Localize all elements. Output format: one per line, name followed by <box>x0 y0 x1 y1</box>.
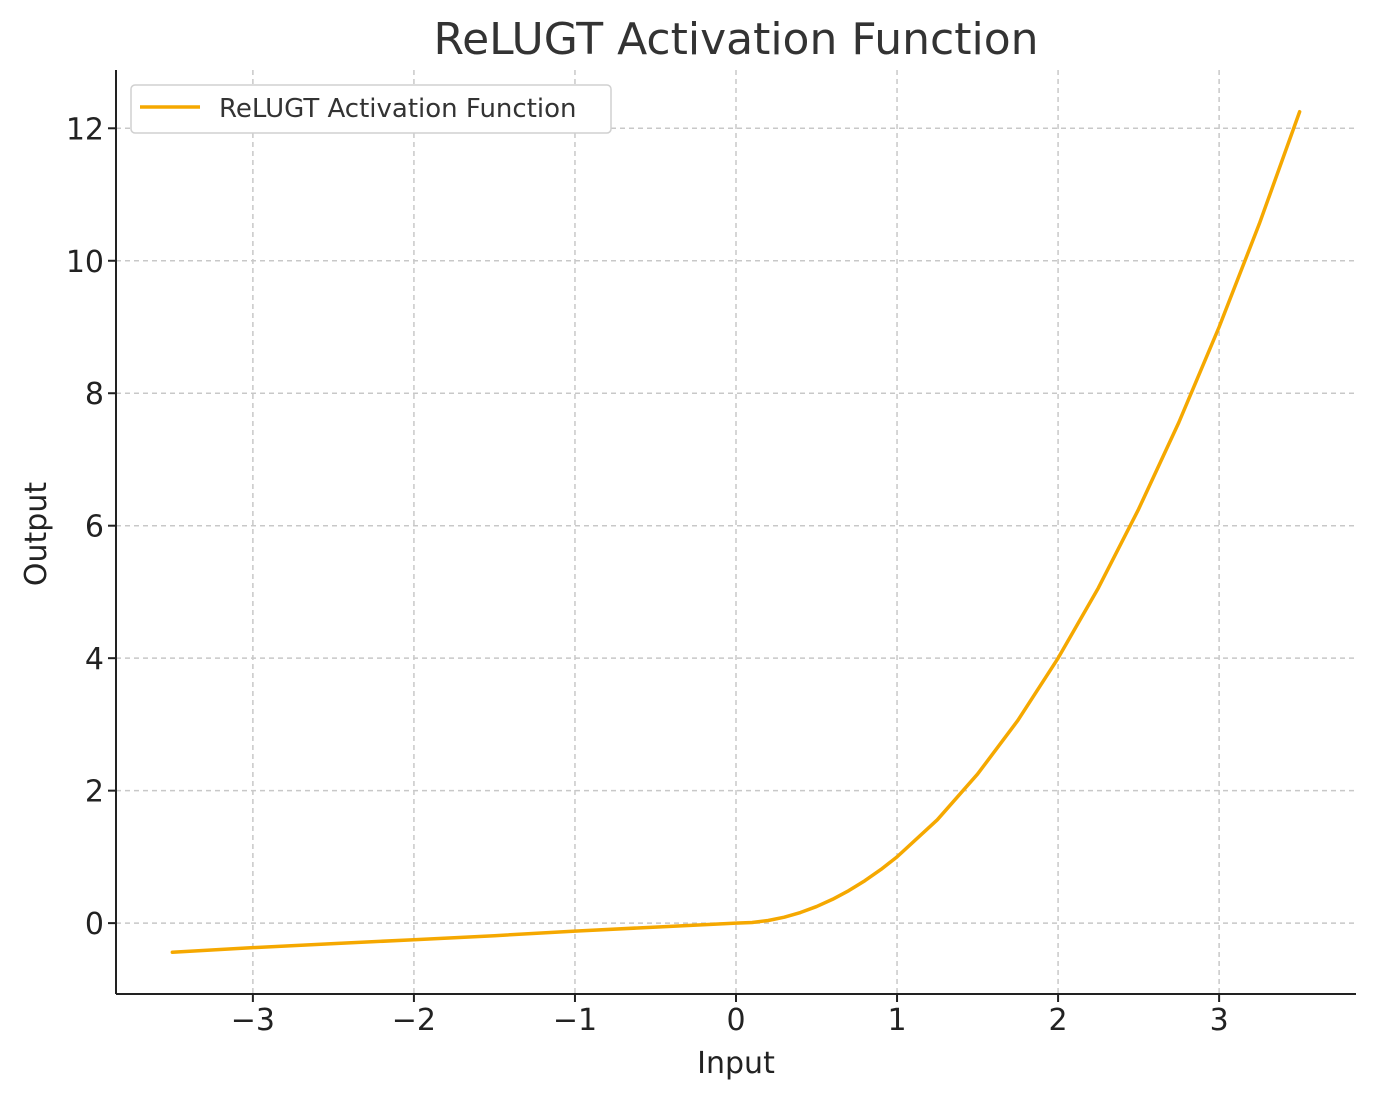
x-tick-label: 3 <box>1210 1003 1229 1038</box>
x-tick-label: 2 <box>1049 1003 1068 1038</box>
chart-title: ReLUGT Activation Function <box>434 14 1039 65</box>
y-tick-label: 0 <box>85 907 104 942</box>
legend: ReLUGT Activation Function <box>130 84 612 134</box>
x-tick-label: −3 <box>231 1003 275 1038</box>
y-tick-label: 12 <box>66 112 104 147</box>
series-line-relugt <box>170 109 1302 955</box>
x-tick-label: 1 <box>887 1003 906 1038</box>
y-tick-label: 6 <box>85 510 104 545</box>
x-tick-label: 0 <box>726 1003 745 1038</box>
x-axis-label: Input <box>697 1046 775 1081</box>
series-layer <box>170 109 1302 955</box>
y-tick-label: 8 <box>85 377 104 412</box>
y-tick-label: 4 <box>85 642 104 677</box>
x-tick-label: −1 <box>553 1003 597 1038</box>
legend-label-relugt: ReLUGT Activation Function <box>219 94 577 124</box>
y-tick-label: 10 <box>66 245 104 280</box>
y-tick-label: 2 <box>85 775 104 810</box>
grid <box>116 70 1356 994</box>
x-tick-label: −2 <box>392 1003 436 1038</box>
y-axis-label: Output <box>19 482 54 586</box>
legend-frame <box>130 84 612 134</box>
